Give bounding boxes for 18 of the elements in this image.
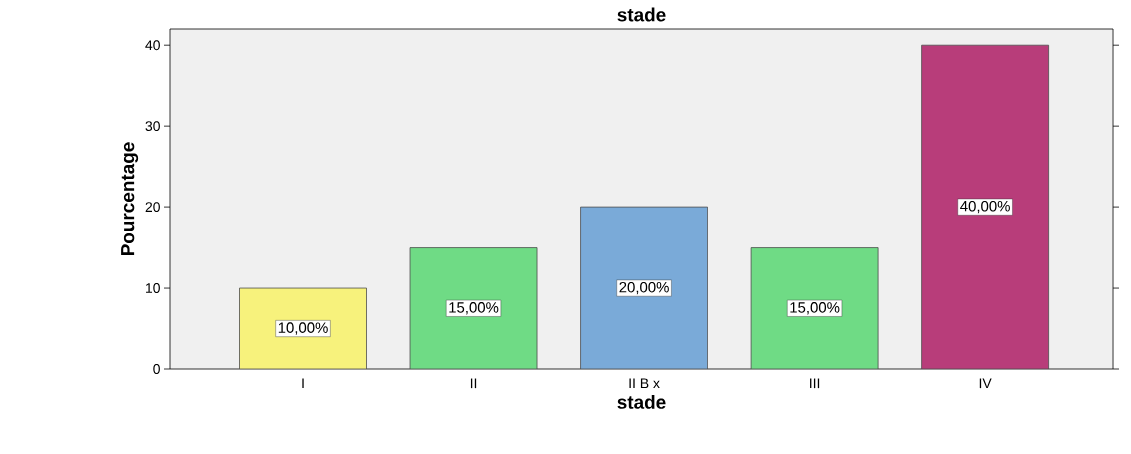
chart-title: stade xyxy=(617,7,666,22)
y-tick-label: 30 xyxy=(145,121,160,132)
x-tick-label: II xyxy=(470,378,477,389)
y-tick-label: 40 xyxy=(145,40,160,51)
data-label: 40,00% xyxy=(960,200,1010,214)
y-tick-label: 10 xyxy=(146,283,160,293)
x-tick-label: III xyxy=(810,378,820,389)
x-tick-label: IV xyxy=(979,378,992,389)
data-label: 10,00% xyxy=(278,322,328,335)
data-label: 15,00% xyxy=(790,302,840,315)
data-label: 20,00% xyxy=(619,281,669,295)
x-axis-title: stade xyxy=(617,394,666,409)
data-label: 15,00% xyxy=(449,302,499,315)
y-tick-label: 20 xyxy=(145,202,160,213)
x-tick-label: I xyxy=(302,378,304,389)
y-tick-label: 0 xyxy=(153,364,160,374)
x-tick-label: II B x xyxy=(629,378,660,389)
y-axis-title: Pourcentage xyxy=(121,142,139,256)
